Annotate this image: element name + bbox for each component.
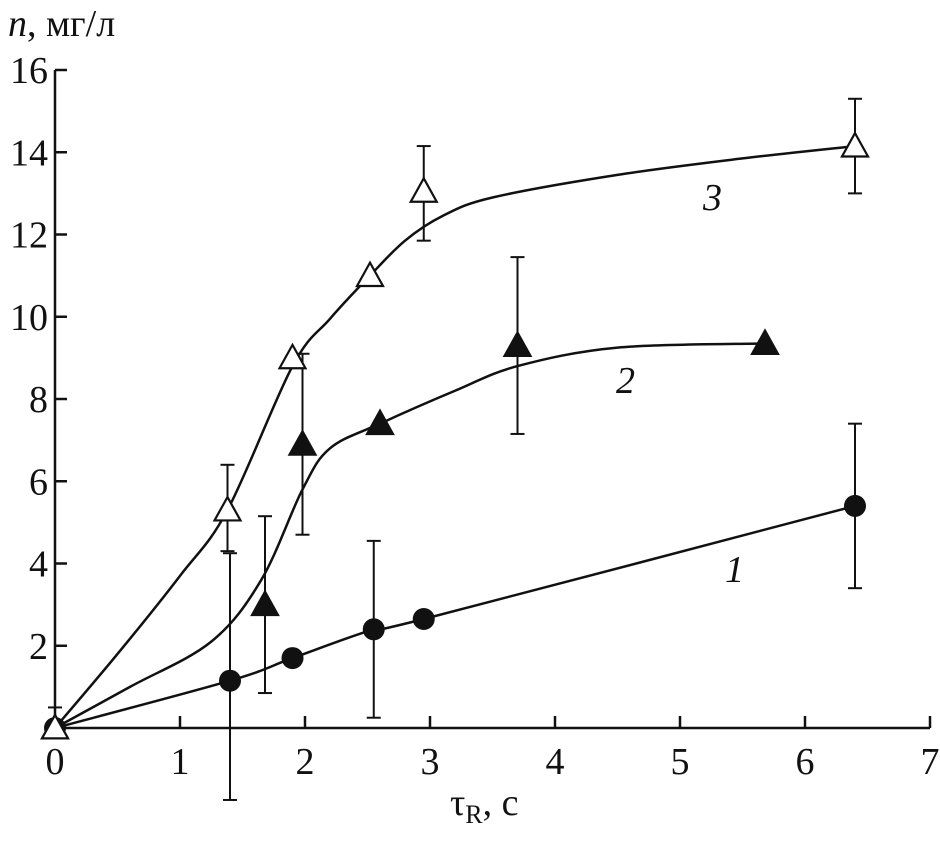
x-axis-variable: τ xyxy=(450,782,465,824)
y-tick-label: 12 xyxy=(10,215,48,257)
x-axis-subscript: R xyxy=(465,800,483,829)
y-axis-title: n, мг/л xyxy=(8,3,115,45)
series-2-point xyxy=(365,408,395,436)
x-axis-title: τR, с xyxy=(450,782,519,829)
x-tick-label: 3 xyxy=(421,741,440,783)
series-1-label: 1 xyxy=(725,549,744,591)
series-1-point xyxy=(281,647,304,670)
series-3-point xyxy=(355,260,385,288)
data-markers xyxy=(40,130,870,740)
x-tick-label: 7 xyxy=(921,741,940,783)
y-axis-variable: n xyxy=(8,3,27,45)
x-axis-unit: , с xyxy=(483,782,519,824)
series-3-point xyxy=(408,176,439,203)
series-3-point xyxy=(212,494,243,522)
series-2-label: 2 xyxy=(616,360,635,402)
series-2-point xyxy=(750,328,780,355)
series-1-point xyxy=(362,618,385,641)
x-tick-label: 1 xyxy=(171,741,190,783)
y-tick-label: 8 xyxy=(29,379,48,421)
series-2-point xyxy=(250,589,280,617)
series-3-point xyxy=(840,130,870,158)
series-2-point xyxy=(502,330,533,358)
series-3-point xyxy=(40,712,70,740)
series-curves xyxy=(54,144,856,730)
y-axis-unit: , мг/л xyxy=(27,3,115,45)
series-2-line xyxy=(54,342,766,730)
series-1-point xyxy=(219,669,241,692)
series-1-point xyxy=(844,494,866,517)
y-tick-label: 10 xyxy=(10,297,48,339)
y-tick-label: 4 xyxy=(29,544,48,586)
y-tick-label: 14 xyxy=(10,132,48,174)
series-1-point xyxy=(412,608,435,631)
series-2-point xyxy=(287,428,318,456)
x-tick-label: 4 xyxy=(546,741,565,783)
y-tick-label: 6 xyxy=(29,461,48,503)
series-3-label: 3 xyxy=(702,177,722,219)
x-ticks: 0 1 2 3 4 5 6 7 xyxy=(46,716,940,783)
y-ticks: 2 4 6 8 10 12 14 16 xyxy=(10,50,67,668)
series-labels: 1 2 3 xyxy=(616,177,744,591)
series-1-line xyxy=(54,504,856,730)
series-3-line xyxy=(54,144,856,729)
series-3-point xyxy=(277,342,308,370)
x-tick-label: 0 xyxy=(46,741,65,783)
x-tick-label: 6 xyxy=(796,741,815,783)
error-bars xyxy=(48,97,862,801)
y-tick-label: 16 xyxy=(10,50,48,92)
x-tick-label: 5 xyxy=(671,741,690,783)
x-tick-label: 2 xyxy=(296,741,315,783)
y-tick-label: 2 xyxy=(29,626,48,668)
